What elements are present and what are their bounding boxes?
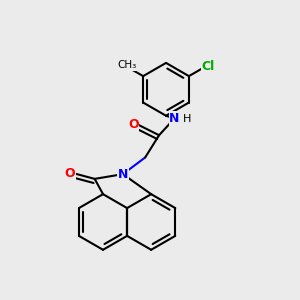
Text: O: O bbox=[64, 167, 75, 180]
Text: N: N bbox=[169, 112, 180, 125]
Text: N: N bbox=[118, 168, 128, 181]
Text: Cl: Cl bbox=[201, 60, 215, 73]
Text: O: O bbox=[128, 118, 139, 130]
Text: H: H bbox=[183, 113, 191, 124]
Text: CH₃: CH₃ bbox=[117, 60, 136, 70]
